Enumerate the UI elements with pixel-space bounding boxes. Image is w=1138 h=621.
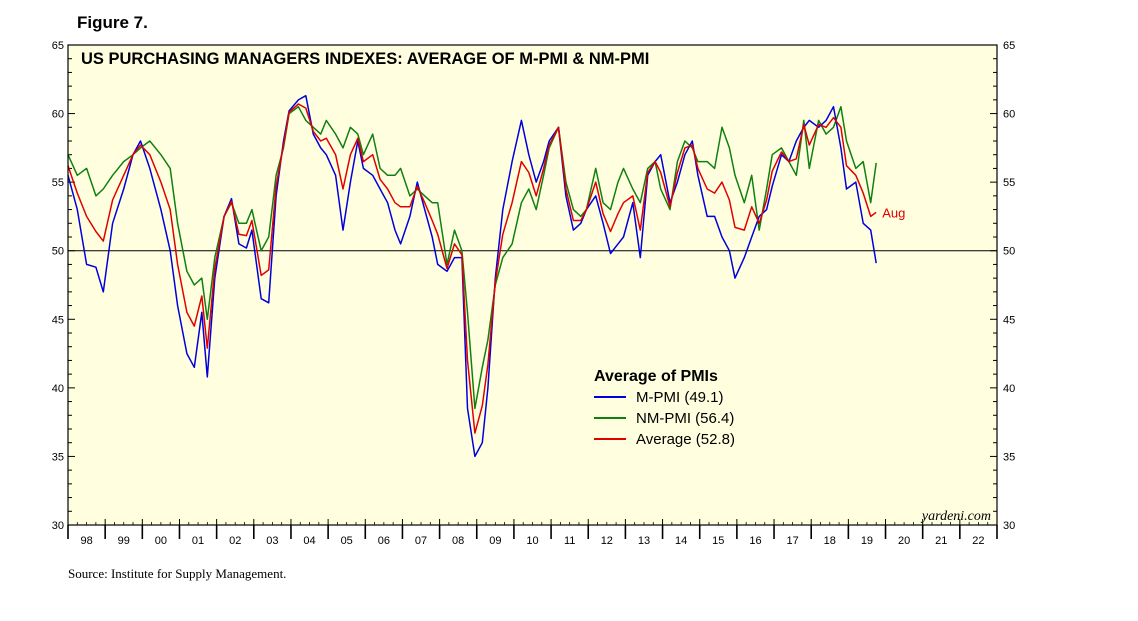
y-tick-label-left: 40 <box>52 383 64 395</box>
x-tick-label: 06 <box>378 535 390 547</box>
y-tick-label-right: 50 <box>1003 246 1015 258</box>
y-tick-label-right: 30 <box>1003 520 1015 532</box>
yardeni-credit: yardeni.com <box>920 509 991 524</box>
x-axis: 98 99 00 01 02 03 04 05 06 07 08 09 10 11 12 13 14 15 16 17… <box>67 519 998 547</box>
x-tick-label: 08 <box>452 535 464 547</box>
legend: Average of PMIs M-PMI (49.1) NM-PMI (56.4… <box>594 368 735 448</box>
legend-title: Average of PMIs <box>594 368 718 385</box>
source-note: Source: Institute for Supply Management. <box>68 566 287 581</box>
y-tick-label-right: 45 <box>1003 314 1015 326</box>
x-tick-label: 99 <box>118 535 130 547</box>
x-tick-label: 01 <box>192 535 204 547</box>
y-tick-label-right: 60 <box>1003 109 1015 121</box>
x-tick-label: 11 <box>564 535 575 547</box>
series-line-average <box>67 103 877 434</box>
y-tick-label-left: 55 <box>52 177 64 189</box>
x-tick-label: 16 <box>749 535 761 547</box>
y-axis-ticks: 30 30 35 35 40 40 45 45 50 50 55 55 60 60 65 65 <box>52 40 1016 532</box>
end-annotation-aug: Aug <box>882 205 905 220</box>
plot-background <box>68 45 997 525</box>
y-tick-label-left: 35 <box>52 451 64 463</box>
legend-label-m_pmi: M-PMI (49.1) <box>636 389 724 406</box>
x-tick-label: 14 <box>675 535 687 547</box>
x-tick-label: 18 <box>824 535 836 547</box>
x-tick-label: 15 <box>712 535 724 547</box>
y-tick-label-left: 60 <box>52 109 64 121</box>
x-tick-label: 04 <box>303 535 315 547</box>
x-tick-label: 13 <box>638 535 650 547</box>
x-tick-label: 19 <box>861 535 873 547</box>
x-tick-label: 22 <box>972 535 984 547</box>
legend-label-average: Average (52.8) <box>636 431 735 448</box>
y-tick-label-right: 55 <box>1003 177 1015 189</box>
y-tick-label-left: 50 <box>52 246 64 258</box>
x-tick-label: 20 <box>898 535 910 547</box>
x-tick-label: 03 <box>266 535 278 547</box>
series-lines <box>67 94 877 458</box>
y-tick-label-left: 65 <box>52 40 64 52</box>
x-tick-label: 10 <box>526 535 538 547</box>
x-tick-label: 02 <box>229 535 241 547</box>
x-tick-label: 05 <box>341 535 353 547</box>
y-tick-label-right: 40 <box>1003 383 1015 395</box>
y-tick-label-left: 45 <box>52 314 64 326</box>
x-tick-label: 00 <box>155 535 167 547</box>
x-tick-label: 98 <box>80 535 92 547</box>
y-tick-label-right: 35 <box>1003 451 1015 463</box>
plot-frame <box>67 44 998 526</box>
figure-label: Figure 7. <box>77 13 148 32</box>
x-tick-label: 17 <box>786 535 798 547</box>
x-tick-label: 07 <box>415 535 427 547</box>
legend-label-nm_pmi: NM-PMI (56.4) <box>636 410 734 427</box>
x-tick-label: 21 <box>935 535 947 547</box>
y-tick-label-left: 30 <box>52 520 64 532</box>
chart-title: US PURCHASING MANAGERS INDEXES: AVERAGE … <box>81 50 649 68</box>
x-tick-label: 09 <box>489 535 501 547</box>
y-tick-label-right: 65 <box>1003 40 1015 52</box>
x-tick-label: 12 <box>601 535 613 547</box>
